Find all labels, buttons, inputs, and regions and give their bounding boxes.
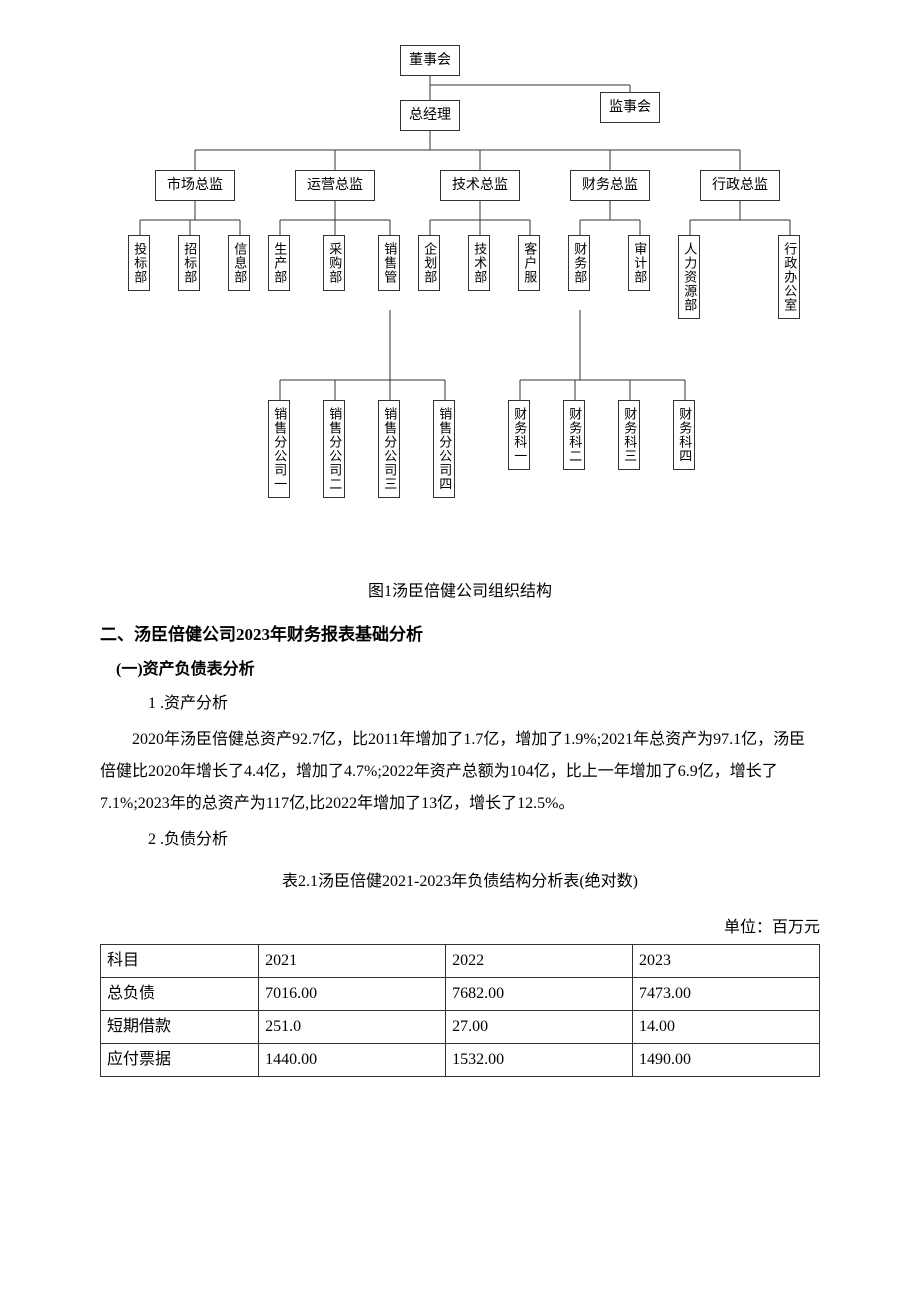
td: 1532.00 (446, 1043, 633, 1076)
org-lines (100, 40, 820, 560)
label: 销售分公司四 (437, 407, 451, 491)
node-director-1: 运营总监 (295, 170, 375, 201)
label: 运营总监 (307, 175, 363, 196)
node-gm: 总经理 (400, 100, 460, 131)
label: 信息部 (232, 242, 246, 284)
label: 监事会 (609, 97, 651, 118)
heading-3: (一)资产负债表分析 (116, 658, 820, 682)
node-dept-7: 技术部 (468, 235, 490, 291)
label: 财务科一 (512, 407, 526, 463)
th: 2023 (633, 944, 820, 977)
td: 27.00 (446, 1010, 633, 1043)
node-board: 董事会 (400, 45, 460, 76)
td: 7473.00 (633, 977, 820, 1010)
td: 251.0 (259, 1010, 446, 1043)
node-dept-4: 采购部 (323, 235, 345, 291)
label: 财务部 (572, 242, 586, 284)
label: 董事会 (409, 50, 451, 71)
label: 技术部 (472, 242, 486, 284)
label: 人力资源部 (682, 242, 696, 312)
node-dept-9: 财务部 (568, 235, 590, 291)
table-unit: 单位：百万元 (100, 916, 820, 940)
label: 客户服 (522, 242, 536, 284)
node-director-2: 技术总监 (440, 170, 520, 201)
node-fin-2: 财务科三 (618, 400, 640, 470)
node-dept-5: 销售管 (378, 235, 400, 291)
node-fin-1: 财务科二 (563, 400, 585, 470)
node-dept-8: 客户服 (518, 235, 540, 291)
td: 短期借款 (101, 1010, 259, 1043)
node-sales-1: 销售分公司二 (323, 400, 345, 498)
label: 技术总监 (452, 175, 508, 196)
table-row: 总负债 7016.00 7682.00 7473.00 (101, 977, 820, 1010)
node-director-0: 市场总监 (155, 170, 235, 201)
label: 总经理 (409, 105, 451, 126)
figure-caption: 图1汤臣倍健公司组织结构 (100, 580, 820, 604)
label: 审计部 (632, 242, 646, 284)
org-chart: 董事会 监事会 总经理 市场总监 运营总监 技术总监 财务总监 行政总监 投标部… (100, 40, 820, 560)
node-sales-0: 销售分公司一 (268, 400, 290, 498)
label: 销售分公司一 (272, 407, 286, 491)
label: 招标部 (182, 242, 196, 284)
label: 采购部 (327, 242, 341, 284)
node-sales-3: 销售分公司四 (433, 400, 455, 498)
td: 7682.00 (446, 977, 633, 1010)
label: 财务科二 (567, 407, 581, 463)
node-dept-10: 审计部 (628, 235, 650, 291)
paragraph-1: 2020年汤臣倍健总资产92.7亿，比2011年增加了1.7亿，增加了1.9%;… (100, 724, 820, 820)
table-row: 科目 2021 2022 2023 (101, 944, 820, 977)
node-dept-12: 行政办公室 (778, 235, 800, 319)
liability-table: 科目 2021 2022 2023 总负债 7016.00 7682.00 74… (100, 944, 820, 1077)
td: 1490.00 (633, 1043, 820, 1076)
label: 销售管 (382, 242, 396, 284)
list-item-1: 1 .资产分析 (148, 692, 820, 716)
td: 14.00 (633, 1010, 820, 1043)
label: 财务科三 (622, 407, 636, 463)
node-fin-3: 财务科四 (673, 400, 695, 470)
label: 财务科四 (677, 407, 691, 463)
label: 生产部 (272, 242, 286, 284)
node-sales-2: 销售分公司三 (378, 400, 400, 498)
table-row: 应付票据 1440.00 1532.00 1490.00 (101, 1043, 820, 1076)
label: 市场总监 (167, 175, 223, 196)
label: 财务总监 (582, 175, 638, 196)
label: 投标部 (132, 242, 146, 284)
node-dept-2: 信息部 (228, 235, 250, 291)
td: 应付票据 (101, 1043, 259, 1076)
node-dept-11: 人力资源部 (678, 235, 700, 319)
label: 销售分公司三 (382, 407, 396, 491)
label: 企划部 (422, 242, 436, 284)
td: 1440.00 (259, 1043, 446, 1076)
table-row: 短期借款 251.0 27.00 14.00 (101, 1010, 820, 1043)
label: 行政总监 (712, 175, 768, 196)
node-dept-6: 企划部 (418, 235, 440, 291)
label: 销售分公司二 (327, 407, 341, 491)
heading-2: 二、汤臣倍健公司2023年财务报表基础分析 (100, 622, 820, 648)
td: 7016.00 (259, 977, 446, 1010)
table-caption: 表2.1汤臣倍健2021-2023年负债结构分析表(绝对数) (100, 870, 820, 894)
node-dept-1: 招标部 (178, 235, 200, 291)
th: 2021 (259, 944, 446, 977)
node-fin-0: 财务科一 (508, 400, 530, 470)
node-director-3: 财务总监 (570, 170, 650, 201)
list-item-2: 2 .负债分析 (148, 828, 820, 852)
node-director-4: 行政总监 (700, 170, 780, 201)
td: 总负债 (101, 977, 259, 1010)
node-supervisor: 监事会 (600, 92, 660, 123)
node-dept-0: 投标部 (128, 235, 150, 291)
node-dept-3: 生产部 (268, 235, 290, 291)
th: 2022 (446, 944, 633, 977)
label: 行政办公室 (782, 242, 796, 312)
th: 科目 (101, 944, 259, 977)
